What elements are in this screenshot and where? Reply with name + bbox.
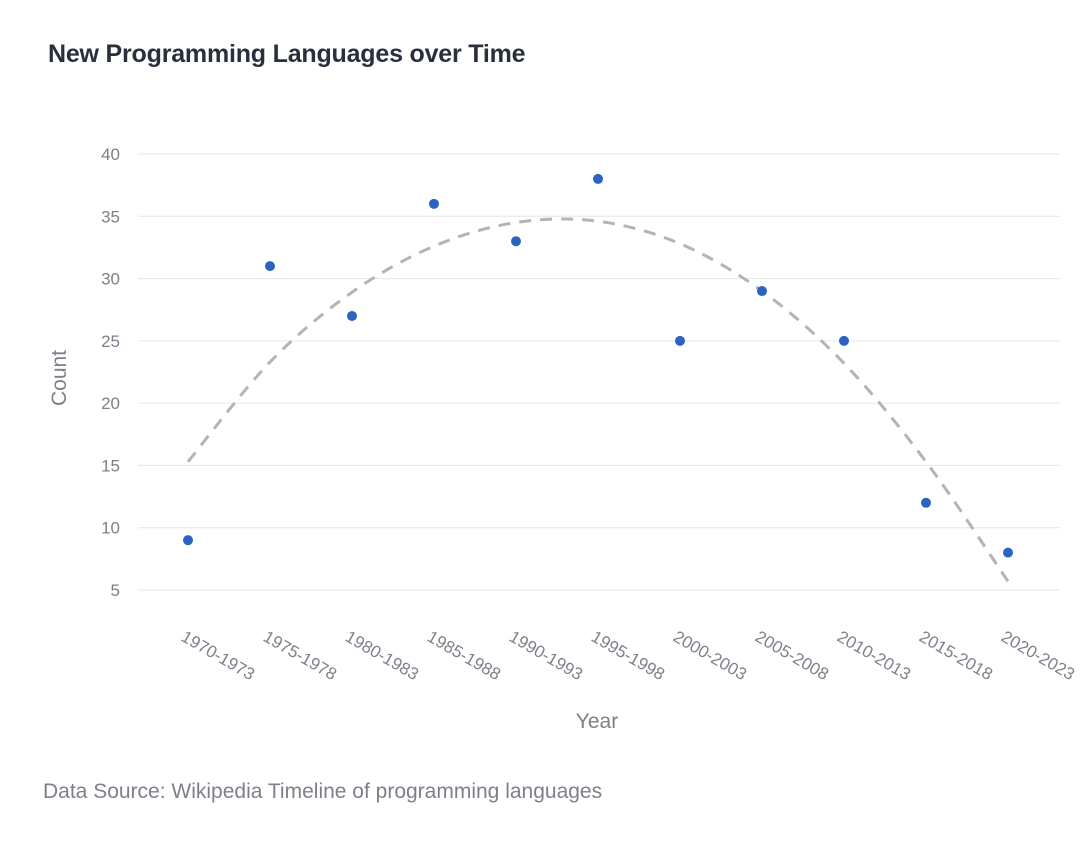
y-tick-label: 30: [101, 270, 120, 289]
data-point: [511, 236, 521, 247]
data-point: [429, 198, 439, 209]
data-point: [757, 286, 767, 297]
gridlines: [138, 153, 1060, 591]
x-tick-label: 2010-2013: [834, 627, 914, 684]
data-point: [593, 173, 603, 184]
y-tick-label: 20: [101, 394, 120, 413]
x-tick-label: 2020-2023: [998, 627, 1078, 684]
x-tick-label: 2015-2018: [916, 627, 996, 684]
data-point: [347, 310, 357, 321]
y-axis-title: Count: [48, 350, 71, 406]
y-tick-label: 40: [101, 145, 120, 164]
y-tick-label: 35: [101, 207, 120, 226]
y-tick-label: 5: [111, 581, 120, 600]
x-tick-label: 1985-1988: [424, 627, 504, 684]
x-tick-labels: 1970-1973 1975-1978 1980-1983 1985-1988 1990…: [178, 627, 1078, 684]
x-tick-label: 2005-2008: [752, 627, 832, 684]
y-tick-labels: 5 10 15 20 25 30 35 40: [101, 145, 120, 600]
data-point: [921, 497, 931, 508]
data-point: [839, 335, 849, 346]
data-source-note: Data Source: Wikipedia Timeline of progr…: [43, 780, 603, 803]
x-tick-label: 1970-1973: [178, 627, 258, 684]
x-tick-label: 1990-1993: [506, 627, 586, 684]
x-axis-title: Year: [576, 710, 618, 733]
x-tick-label: 2000-2003: [670, 627, 750, 684]
trendline: [186, 217, 1010, 583]
chart-title: New Programming Languages over Time: [48, 40, 526, 68]
data-points: [183, 173, 1013, 558]
data-point: [675, 335, 685, 346]
y-tick-label: 10: [101, 519, 120, 538]
x-tick-label: 1975-1978: [260, 627, 340, 684]
x-tick-label: 1995-1998: [588, 627, 668, 684]
data-point: [265, 261, 275, 272]
y-tick-label: 15: [101, 456, 120, 475]
data-point: [1003, 547, 1013, 558]
y-tick-label: 25: [101, 332, 120, 351]
x-tick-label: 1980-1983: [342, 627, 422, 684]
data-point: [183, 535, 193, 546]
